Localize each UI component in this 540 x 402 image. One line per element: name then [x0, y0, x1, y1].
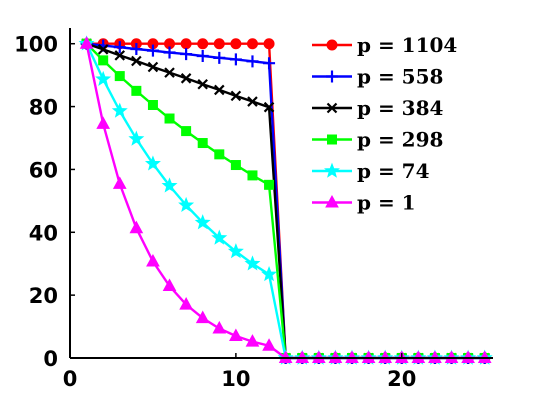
- y-tick-label: 40: [29, 221, 58, 245]
- legend-marker: [326, 70, 338, 83]
- data-point: [98, 55, 109, 66]
- data-point: [161, 177, 178, 193]
- data-point: [97, 44, 109, 55]
- series-line: [85, 43, 485, 360]
- legend-marker: [325, 194, 339, 208]
- legend-label: p = 1: [357, 191, 416, 215]
- data-point: [264, 179, 275, 190]
- data-point: [180, 38, 192, 50]
- series-line: [85, 43, 485, 360]
- series-line: [86, 42, 485, 360]
- series-line: [86, 42, 485, 360]
- legend-item: p = 384: [312, 96, 444, 120]
- data-point: [211, 229, 228, 245]
- axes: 0 10 20 0 20 40 60 80 100: [14, 28, 493, 391]
- legend: p = 1104 p = 558 p = 384 p = 298 p = 74 p = 1: [312, 33, 457, 215]
- data-point: [163, 46, 176, 59]
- data-point: [196, 49, 209, 62]
- data-point: [247, 96, 258, 107]
- data-point: [181, 126, 192, 137]
- y-tick-label: 60: [29, 158, 58, 182]
- legend-label: p = 298: [357, 128, 443, 152]
- series-line: [85, 42, 485, 360]
- legend-item: p = 74: [312, 159, 430, 183]
- data-point: [229, 328, 243, 341]
- data-point: [147, 61, 159, 73]
- data-point: [164, 113, 175, 124]
- data-point: [261, 266, 278, 282]
- data-point: [129, 220, 144, 234]
- y-tick-label: 20: [29, 284, 58, 308]
- data-point: [144, 155, 161, 171]
- data-point: [263, 101, 275, 113]
- data-point: [114, 71, 125, 82]
- data-point: [146, 44, 159, 57]
- data-point: [262, 338, 276, 351]
- data-point: [244, 255, 261, 271]
- data-point: [213, 51, 226, 64]
- data-point: [96, 116, 111, 129]
- x-tick-label: 10: [221, 367, 250, 391]
- data-point: [147, 100, 158, 110]
- legend-marker: [324, 162, 340, 178]
- data-point: [230, 90, 242, 102]
- data-point: [197, 138, 208, 149]
- data-point: [230, 160, 241, 171]
- legend-marker: [326, 39, 338, 51]
- data-point: [229, 53, 242, 66]
- y-tick-label: 80: [29, 96, 58, 120]
- data-point: [112, 176, 127, 189]
- data-point: [263, 38, 275, 50]
- data-point: [245, 334, 260, 347]
- y-tick-label: 0: [43, 347, 58, 371]
- data-point: [214, 149, 225, 160]
- data-point: [194, 214, 211, 230]
- data-point: [246, 55, 259, 68]
- data-point: [113, 41, 126, 54]
- data-point: [180, 48, 193, 61]
- data-point: [212, 320, 227, 334]
- data-point: [146, 253, 160, 267]
- series-line: [86, 42, 485, 360]
- data-point: [95, 70, 112, 87]
- legend-label: p = 384: [357, 96, 444, 120]
- data-point: [180, 73, 192, 84]
- data-point: [79, 36, 94, 49]
- legend-item: p = 1: [312, 191, 416, 215]
- data-point: [213, 38, 225, 50]
- data-point: [227, 243, 244, 259]
- data-point: [131, 55, 142, 67]
- data-point: [179, 297, 193, 310]
- legend-label: p = 558: [357, 65, 443, 89]
- data-point: [247, 170, 258, 181]
- legend-item: p = 1104: [312, 33, 457, 57]
- x-tick-label: 0: [63, 367, 78, 391]
- data-point: [131, 85, 142, 96]
- legend-label: p = 1104: [357, 33, 457, 57]
- data-point: [197, 78, 208, 90]
- legend-item: p = 558: [312, 65, 443, 89]
- data-point: [162, 278, 177, 292]
- data-point: [246, 38, 258, 50]
- legend-marker: [327, 134, 337, 145]
- data-point: [128, 130, 145, 146]
- data-point: [130, 43, 143, 56]
- data-point: [178, 196, 195, 213]
- data-point: [111, 102, 128, 118]
- y-tick-label: 100: [14, 33, 58, 57]
- x-tick-label: 20: [387, 367, 416, 391]
- data-point: [214, 84, 225, 96]
- legend-item: p = 298: [312, 128, 443, 152]
- data-point: [197, 38, 209, 50]
- data-point: [263, 57, 276, 70]
- legend-marker: [326, 102, 338, 114]
- data-point: [164, 67, 175, 78]
- data-point: [230, 38, 242, 50]
- data-point: [195, 310, 210, 324]
- data-point: [114, 50, 126, 61]
- legend-label: p = 74: [357, 159, 430, 183]
